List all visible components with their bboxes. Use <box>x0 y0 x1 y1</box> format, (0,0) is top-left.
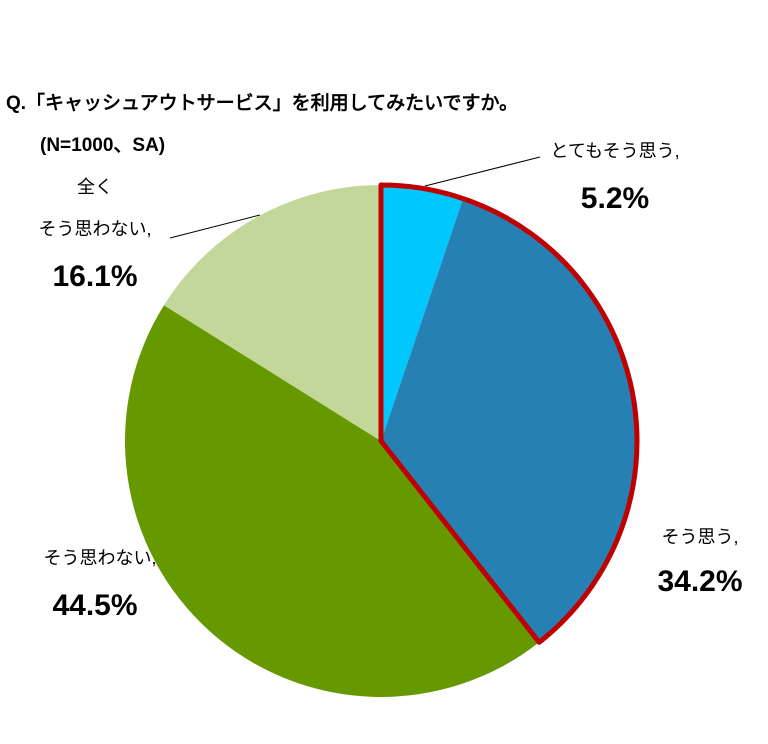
highlight-outline <box>378 182 640 645</box>
pie-slice <box>125 305 540 697</box>
slice-label: とてもそう思う, <box>550 141 680 161</box>
leader-line <box>169 214 261 239</box>
chart-title: Q.「キャッシュアウトサービス」を利用してみたいですか。 <box>6 93 519 114</box>
pie-slice <box>163 185 381 441</box>
value-label: 5.2% <box>580 182 650 215</box>
value-label: 34.2% <box>657 565 743 598</box>
pie-slice <box>381 198 637 643</box>
chart-subtitle: (N=1000、SA) <box>40 135 166 156</box>
slice-label: 全く そう思わない, <box>38 177 152 239</box>
value-label: 44.5% <box>52 589 138 622</box>
value-label: 16.1% <box>52 260 138 293</box>
slice-label: そう思う, <box>661 527 739 547</box>
leader-line <box>424 156 541 187</box>
pie-slice <box>381 185 464 441</box>
slice-label: そう思わない, <box>43 548 157 568</box>
